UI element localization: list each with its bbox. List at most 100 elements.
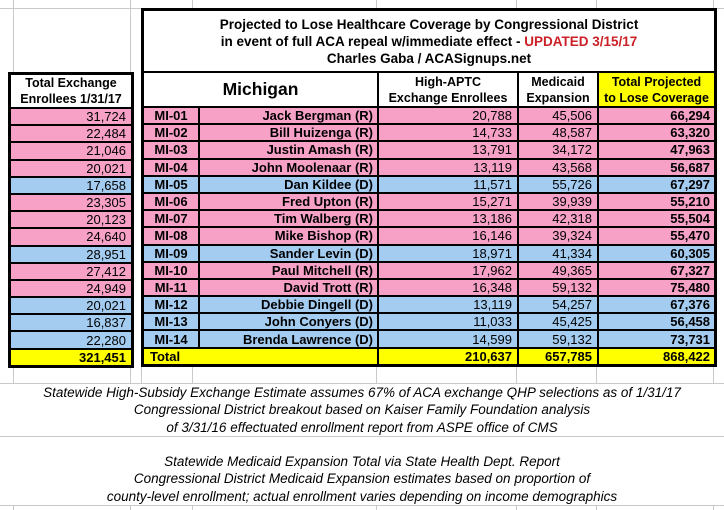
total-lose-coverage-cell[interactable]: 63,320 bbox=[598, 124, 716, 142]
grand-total-cell[interactable]: 868,422 bbox=[598, 347, 716, 365]
aptc-enrollees-cell[interactable]: 17,962 bbox=[378, 261, 518, 279]
rep-name-cell[interactable]: Fred Upton (R) bbox=[199, 192, 378, 211]
medicaid-expansion-cell[interactable]: 45,425 bbox=[518, 313, 598, 331]
district-id-cell[interactable]: MI-14 bbox=[143, 330, 199, 348]
aptc-enrollees-cell[interactable]: 20,788 bbox=[378, 107, 518, 125]
exchange-enrollees-cell[interactable]: 24,949 bbox=[10, 279, 132, 298]
aptc-enrollees-cell[interactable]: 15,271 bbox=[378, 192, 518, 211]
aptc-enrollees-cell[interactable]: 11,033 bbox=[378, 313, 518, 331]
total-lose-coverage-cell[interactable]: 56,458 bbox=[598, 313, 716, 331]
district-id-cell[interactable]: MI-12 bbox=[143, 296, 199, 314]
total-lose-coverage-cell[interactable]: 47,963 bbox=[598, 141, 716, 159]
total-column-header[interactable]: Total Projected to Lose Coverage bbox=[598, 72, 716, 107]
medicaid-expansion-cell[interactable]: 55,726 bbox=[518, 175, 598, 193]
gridline bbox=[13, 505, 14, 510]
aptc-enrollees-cell[interactable]: 16,146 bbox=[378, 227, 518, 245]
district-id-cell[interactable]: MI-04 bbox=[143, 158, 199, 176]
state-header-cell[interactable]: Michigan bbox=[143, 72, 378, 107]
medicaid-expansion-cell[interactable]: 42,318 bbox=[518, 210, 598, 228]
district-id-cell[interactable]: MI-02 bbox=[143, 124, 199, 142]
medicaid-expansion-cell[interactable]: 43,568 bbox=[518, 158, 598, 176]
medicaid-expansion-cell[interactable]: 59,132 bbox=[518, 278, 598, 297]
rep-name-cell[interactable]: Bill Huizenga (R) bbox=[199, 124, 378, 142]
rep-name-cell[interactable]: Tim Walberg (R) bbox=[199, 210, 378, 228]
district-id-cell[interactable]: MI-07 bbox=[143, 210, 199, 228]
aptc-enrollees-cell[interactable]: 14,599 bbox=[378, 330, 518, 348]
footnote-line: of 3/31/16 effectuated enrollment report… bbox=[166, 419, 558, 435]
total-lose-coverage-cell[interactable]: 55,470 bbox=[598, 227, 716, 245]
medicaid-expansion-cell[interactable]: 48,587 bbox=[518, 124, 598, 142]
medicaid-expansion-cell[interactable]: 41,334 bbox=[518, 244, 598, 262]
rep-name-cell[interactable]: Dan Kildee (D) bbox=[199, 175, 378, 193]
aptc-enrollees-cell[interactable]: 13,186 bbox=[378, 210, 518, 228]
rep-name-cell[interactable]: John Conyers (D) bbox=[199, 313, 378, 331]
exchange-enrollees-cell[interactable]: 22,484 bbox=[10, 125, 132, 143]
medicaid-column-header[interactable]: Medicaid Expansion bbox=[518, 72, 598, 107]
aptc-enrollees-cell[interactable]: 11,571 bbox=[378, 175, 518, 193]
exchange-enrollees-cell[interactable]: 16,837 bbox=[10, 314, 132, 332]
medicaid-expansion-cell[interactable]: 34,172 bbox=[518, 141, 598, 159]
rep-name-cell[interactable]: Sander Levin (D) bbox=[199, 244, 378, 262]
district-id-cell[interactable]: MI-11 bbox=[143, 278, 199, 297]
exchange-enrollees-cell[interactable]: 28,951 bbox=[10, 245, 132, 263]
aptc-enrollees-cell[interactable]: 13,119 bbox=[378, 158, 518, 176]
district-id-cell[interactable]: MI-10 bbox=[143, 261, 199, 279]
exchange-row: 27,412 bbox=[10, 262, 132, 280]
exchange-enrollees-cell[interactable]: 20,021 bbox=[10, 159, 132, 177]
exchange-enrollees-cell[interactable]: 31,724 bbox=[10, 108, 132, 126]
rep-name-cell[interactable]: Mike Bishop (R) bbox=[199, 227, 378, 245]
district-id-cell[interactable]: MI-05 bbox=[143, 175, 199, 193]
district-id-cell[interactable]: MI-03 bbox=[143, 141, 199, 159]
exchange-enrollees-cell[interactable]: 17,658 bbox=[10, 176, 132, 194]
total-lose-coverage-cell[interactable]: 67,327 bbox=[598, 261, 716, 279]
gridline bbox=[516, 366, 517, 383]
total-lose-coverage-cell[interactable]: 55,210 bbox=[598, 192, 716, 211]
rep-name-cell[interactable]: Brenda Lawrence (D) bbox=[199, 330, 378, 348]
medicaid-total-cell[interactable]: 657,785 bbox=[518, 347, 598, 365]
district-id-cell[interactable]: MI-08 bbox=[143, 227, 199, 245]
district-id-cell[interactable]: MI-13 bbox=[143, 313, 199, 331]
total-lose-coverage-cell[interactable]: 66,294 bbox=[598, 107, 716, 125]
medicaid-expansion-cell[interactable]: 49,365 bbox=[518, 261, 598, 279]
rep-name-cell[interactable]: Paul Mitchell (R) bbox=[199, 261, 378, 279]
footnote-line: Statewide High-Subsidy Exchange Estimate… bbox=[43, 385, 681, 400]
aptc-enrollees-cell[interactable]: 16,348 bbox=[378, 278, 518, 297]
exchange-column-header[interactable]: Total Exchange Enrollees 1/31/17 bbox=[10, 74, 132, 108]
total-lose-coverage-cell[interactable]: 67,297 bbox=[598, 175, 716, 193]
aptc-enrollees-cell[interactable]: 14,733 bbox=[378, 124, 518, 142]
total-lose-coverage-cell[interactable]: 55,504 bbox=[598, 210, 716, 228]
aptc-enrollees-cell[interactable]: 13,791 bbox=[378, 141, 518, 159]
medicaid-expansion-cell[interactable]: 39,324 bbox=[518, 227, 598, 245]
total-lose-coverage-cell[interactable]: 73,731 bbox=[598, 330, 716, 348]
aptc-enrollees-cell[interactable]: 18,971 bbox=[378, 244, 518, 262]
medicaid-expansion-cell[interactable]: 54,257 bbox=[518, 296, 598, 314]
exchange-enrollees-cell[interactable]: 24,640 bbox=[10, 228, 132, 246]
total-lose-coverage-cell[interactable]: 75,480 bbox=[598, 278, 716, 297]
medicaid-expansion-cell[interactable]: 39,939 bbox=[518, 192, 598, 211]
aptc-total-cell[interactable]: 210,637 bbox=[378, 347, 518, 365]
medicaid-expansion-cell[interactable]: 59,132 bbox=[518, 330, 598, 348]
total-label-cell[interactable]: Total bbox=[143, 347, 378, 365]
rep-name-cell[interactable]: Jack Bergman (R) bbox=[199, 107, 378, 125]
exchange-enrollees-cell[interactable]: 21,046 bbox=[10, 142, 132, 160]
rep-name-cell[interactable]: David Trott (R) bbox=[199, 278, 378, 297]
district-id-cell[interactable]: MI-06 bbox=[143, 192, 199, 211]
rep-name-cell[interactable]: John Moolenaar (R) bbox=[199, 158, 378, 176]
footnote-block-exchange: Statewide High-Subsidy Exchange Estimate… bbox=[0, 384, 724, 436]
total-lose-coverage-cell[interactable]: 60,305 bbox=[598, 244, 716, 262]
exchange-enrollees-cell[interactable]: 23,305 bbox=[10, 193, 132, 212]
total-lose-coverage-cell[interactable]: 56,687 bbox=[598, 158, 716, 176]
exchange-enrollees-cell[interactable]: 20,123 bbox=[10, 211, 132, 229]
exchange-enrollees-cell[interactable]: 22,280 bbox=[10, 331, 132, 349]
aptc-enrollees-cell[interactable]: 13,119 bbox=[378, 296, 518, 314]
exchange-enrollees-cell[interactable]: 20,021 bbox=[10, 297, 132, 315]
rep-name-cell[interactable]: Justin Amash (R) bbox=[199, 141, 378, 159]
district-id-cell[interactable]: MI-01 bbox=[143, 107, 199, 125]
district-id-cell[interactable]: MI-09 bbox=[143, 244, 199, 262]
exchange-total-cell[interactable]: 321,451 bbox=[10, 348, 132, 366]
exchange-enrollees-cell[interactable]: 27,412 bbox=[10, 262, 132, 280]
aptc-column-header[interactable]: High-APTC Exchange Enrollees bbox=[378, 72, 518, 107]
total-lose-coverage-cell[interactable]: 67,376 bbox=[598, 296, 716, 314]
rep-name-cell[interactable]: Debbie Dingell (D) bbox=[199, 296, 378, 314]
medicaid-expansion-cell[interactable]: 45,506 bbox=[518, 107, 598, 125]
